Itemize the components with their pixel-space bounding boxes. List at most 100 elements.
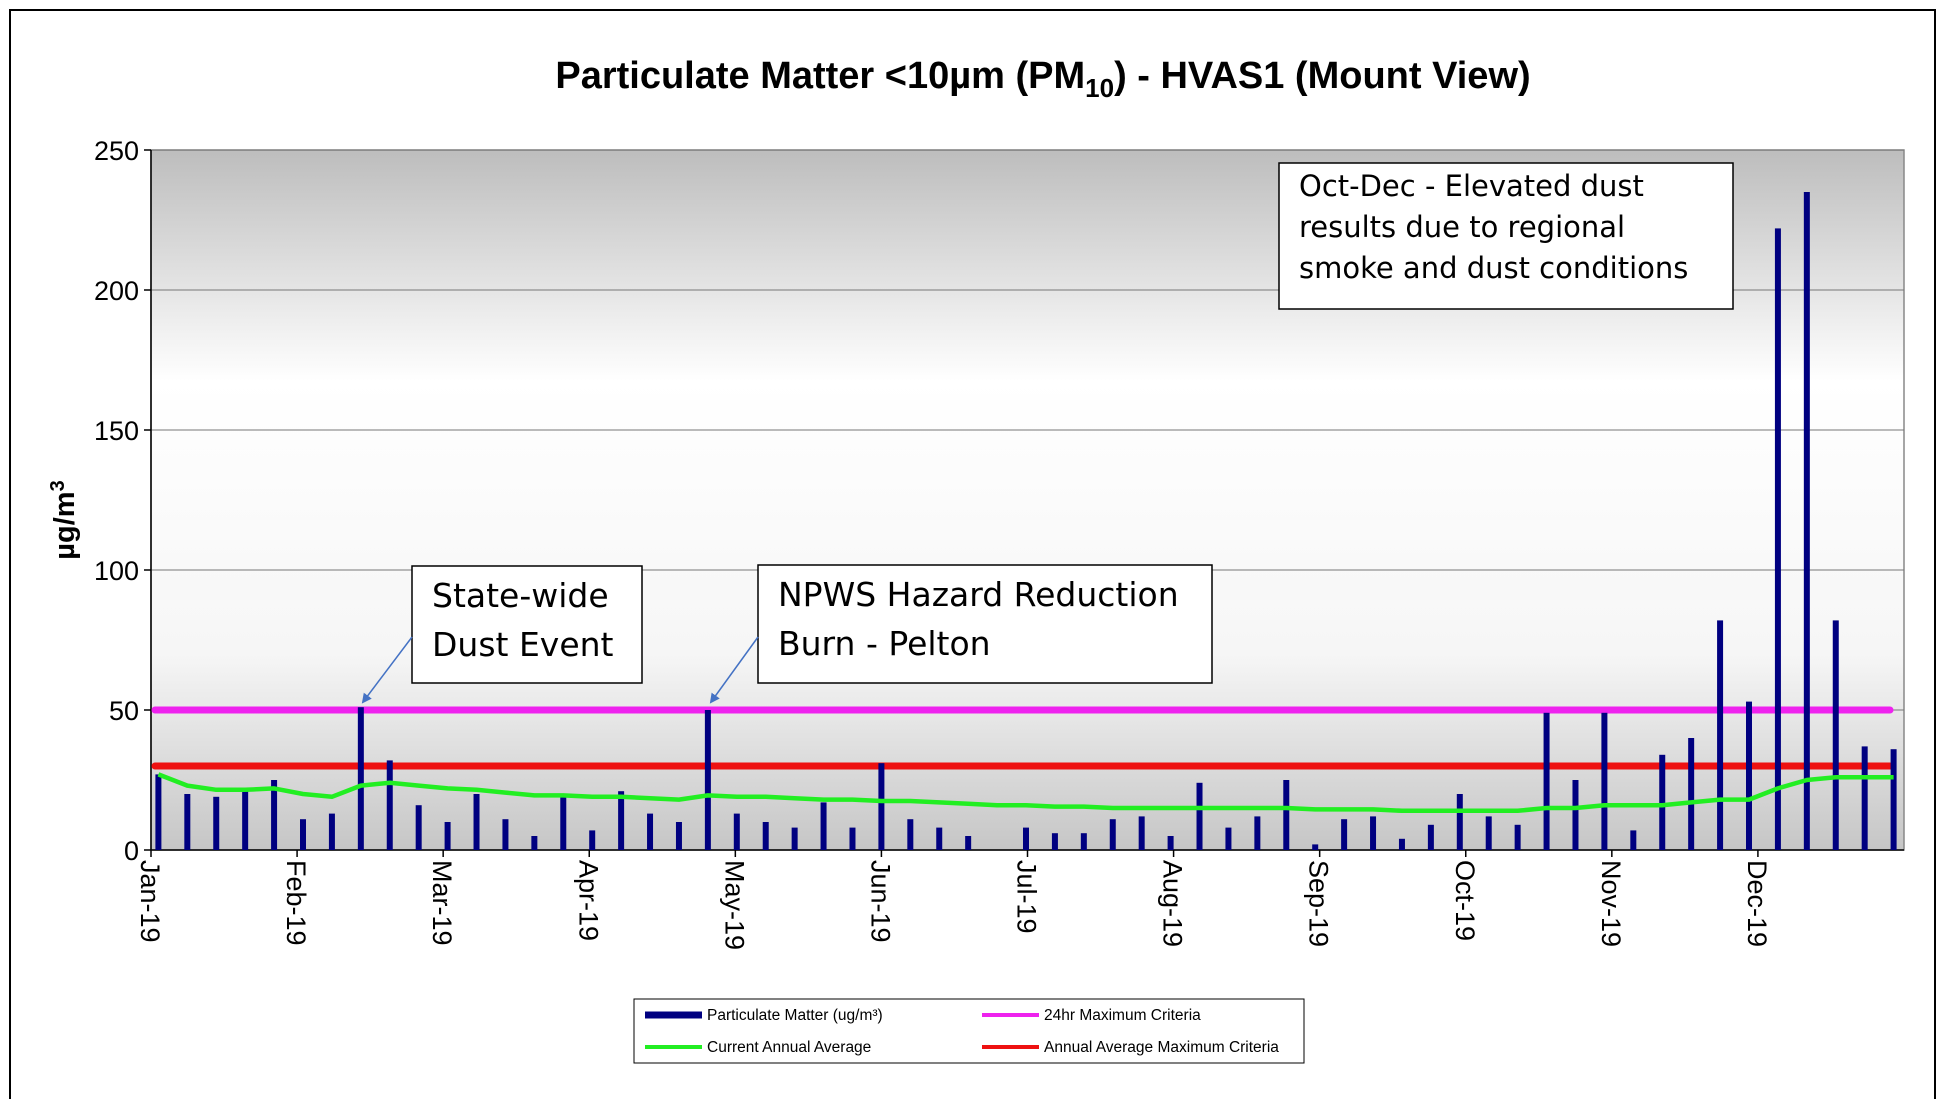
bar — [589, 830, 596, 850]
title-part: Particulate Matter <10µm (PM — [555, 55, 1085, 97]
annotation-text: State-wide — [432, 576, 609, 615]
bar — [531, 836, 538, 850]
line-series — [157, 772, 1894, 814]
bar — [762, 822, 769, 850]
bar — [386, 760, 393, 850]
y-tick-label: 250 — [94, 136, 139, 166]
bar — [618, 791, 625, 850]
x-tick-label: Jan-19 — [135, 860, 165, 943]
bar — [820, 802, 827, 850]
bar — [271, 780, 278, 850]
annotation-text: Burn - Pelton — [778, 624, 991, 663]
bar — [1659, 754, 1666, 850]
bar — [675, 822, 682, 850]
bar — [1688, 738, 1695, 850]
bar — [1485, 816, 1492, 850]
annotation-text: Dust Event — [432, 625, 614, 664]
bar — [1514, 824, 1521, 850]
bar — [560, 796, 567, 850]
legend-box — [633, 998, 1305, 1064]
bar — [1283, 780, 1290, 850]
bar — [328, 813, 335, 850]
bar — [213, 796, 220, 850]
bar — [415, 805, 422, 850]
x-tick-label: Dec-19 — [1742, 860, 1772, 947]
bar — [1051, 833, 1058, 850]
annotation-text: results due to regional — [1299, 210, 1625, 244]
x-tick-label: Apr-19 — [573, 860, 603, 941]
bar — [300, 819, 306, 850]
bar — [1630, 830, 1637, 850]
annotation-text: NPWS Hazard Reduction — [778, 575, 1179, 614]
bar — [1803, 192, 1810, 850]
bar — [242, 791, 249, 850]
bar — [1861, 746, 1868, 850]
bar — [1456, 794, 1463, 850]
bar — [1138, 816, 1145, 850]
bar — [1543, 712, 1550, 850]
bar — [1774, 228, 1781, 850]
bar — [791, 827, 798, 850]
bar — [1746, 701, 1752, 850]
annotation-arrow — [361, 636, 413, 704]
x-tick-label: Jun-19 — [865, 860, 895, 943]
bar — [473, 794, 480, 850]
bar — [1167, 836, 1174, 850]
x-tick-label: Aug-19 — [1158, 860, 1188, 947]
annotation-box — [1278, 162, 1734, 310]
bar — [1080, 833, 1087, 850]
legend-label: 24hr Maximum Criteria — [1044, 1007, 1201, 1024]
bar — [1254, 816, 1261, 850]
x-tick-label: Feb-19 — [281, 860, 311, 946]
y-tick-label: 200 — [94, 276, 139, 306]
x-tick-label: Mar-19 — [427, 860, 457, 946]
bar — [936, 827, 943, 850]
frame — [9, 9, 1936, 1099]
y-tick-label: 150 — [94, 416, 139, 446]
bar — [444, 822, 451, 850]
bar — [184, 794, 191, 850]
bar — [849, 827, 856, 850]
bar — [1196, 782, 1203, 850]
y-label-superscript: 3 — [47, 480, 69, 491]
bar — [1225, 827, 1232, 850]
title-subscript: 10 — [1085, 73, 1114, 103]
bar — [1023, 827, 1029, 850]
bar — [1398, 838, 1405, 850]
bar — [1370, 816, 1377, 850]
legend-label: Particulate Matter (ug/m³) — [707, 1007, 883, 1024]
title-part: ) - HVAS1 (Mount View) — [1114, 55, 1531, 97]
x-tick-label: May-19 — [719, 860, 749, 950]
x-tick-label: Nov-19 — [1596, 860, 1626, 947]
bar — [502, 819, 509, 850]
annotation-text: smoke and dust conditions — [1299, 251, 1688, 285]
bar — [1601, 712, 1608, 850]
bar — [1890, 749, 1897, 850]
bar — [1312, 844, 1319, 850]
legend-label: Current Annual Average — [707, 1039, 871, 1056]
bar — [357, 707, 364, 850]
bar — [647, 813, 654, 850]
bar — [1717, 620, 1724, 850]
x-tick-label: Sep-19 — [1304, 860, 1334, 947]
y-tick-label: 100 — [94, 556, 139, 586]
legend-label: Annual Average Maximum Criteria — [1044, 1039, 1279, 1056]
bar — [155, 774, 162, 850]
bar — [1109, 819, 1116, 850]
bar — [1427, 824, 1434, 850]
annotation-text: Oct-Dec - Elevated dust — [1299, 169, 1644, 203]
x-tick-label: Jul-19 — [1012, 860, 1042, 934]
bar — [878, 763, 885, 850]
y-label-part: µg/m — [49, 491, 81, 559]
bar — [733, 813, 740, 850]
annotation-arrow — [709, 636, 759, 704]
y-tick-label: 50 — [109, 696, 139, 726]
bar — [704, 710, 711, 850]
annotation-box — [757, 564, 1213, 684]
bar — [1341, 819, 1348, 850]
bar — [965, 836, 972, 850]
y-axis-label: µg/m3 — [47, 480, 81, 559]
x-tick-label: Oct-19 — [1450, 860, 1480, 941]
